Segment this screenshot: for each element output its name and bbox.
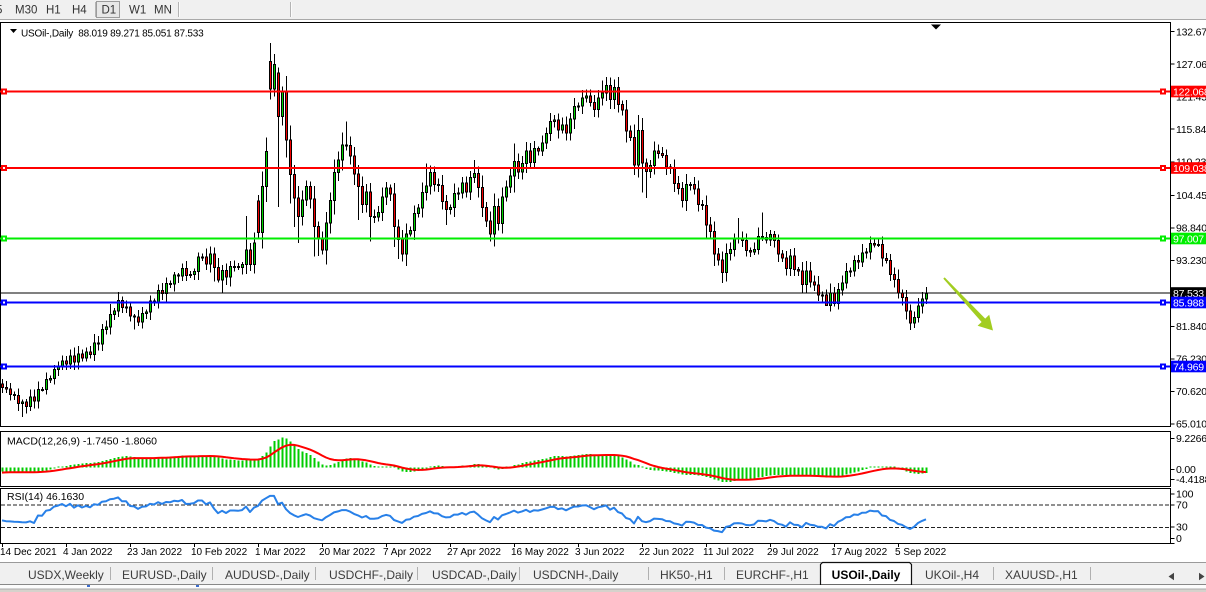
svg-text:0: 0 [1176,533,1182,545]
svg-text:9.2266: 9.2266 [1176,433,1206,445]
svg-text:MN: MN [154,5,172,17]
svg-text:10 Feb 2022: 10 Feb 2022 [191,547,248,558]
svg-text:81.840: 81.840 [1176,321,1206,333]
svg-text:5: 5 [0,5,2,17]
svg-text:70.620: 70.620 [1176,386,1206,398]
svg-text:98.840: 98.840 [1176,223,1206,235]
svg-text:132.670: 132.670 [1176,26,1206,38]
svg-text:UKOil-,H4: UKOil-,H4 [925,568,979,582]
svg-text:USDX,Weekly: USDX,Weekly [28,568,104,582]
svg-text:93.230: 93.230 [1176,255,1206,267]
svg-text:W1: W1 [129,5,146,17]
svg-text:1 Mar 2022: 1 Mar 2022 [255,547,306,558]
svg-text:22 Jun 2022: 22 Jun 2022 [639,547,694,558]
svg-text:0.00: 0.00 [1176,464,1196,476]
svg-text:USOil-,Daily 88.019 89.271 85: USOil-,Daily 88.019 89.271 85.051 87.533 [21,29,204,40]
svg-text:AUDUSD-,Daily: AUDUSD-,Daily [225,568,310,582]
svg-text:H4: H4 [72,5,87,17]
svg-text:4 Jan 2022: 4 Jan 2022 [63,547,113,558]
svg-text:D1: D1 [102,5,117,17]
svg-text:11 Jul 2022: 11 Jul 2022 [703,547,754,558]
svg-text:23 Jan 2022: 23 Jan 2022 [127,547,182,558]
svg-text:109.038: 109.038 [1173,163,1206,175]
svg-text:-4.4188: -4.4188 [1176,474,1206,486]
svg-text:127.060: 127.060 [1176,59,1206,71]
svg-text:USDCNH-,Daily: USDCNH-,Daily [533,568,618,582]
svg-text:USDCHF-,Daily: USDCHF-,Daily [329,568,413,582]
svg-text:14 Dec 2021: 14 Dec 2021 [0,547,57,558]
svg-text:122.068: 122.068 [1173,86,1206,98]
svg-text:3 Jun 2022: 3 Jun 2022 [575,547,625,558]
svg-text:XAUUSD-,H1: XAUUSD-,H1 [1005,568,1078,582]
svg-text:70: 70 [1176,500,1188,512]
svg-text:104.450: 104.450 [1176,190,1206,202]
svg-text:65.010: 65.010 [1176,419,1206,431]
svg-text:HK50-,H1: HK50-,H1 [660,568,713,582]
svg-text:74.969: 74.969 [1173,361,1204,373]
svg-text:29 Jul 2022: 29 Jul 2022 [767,547,819,558]
svg-text:85.988: 85.988 [1173,297,1204,309]
svg-text:100: 100 [1176,489,1194,501]
svg-text:17 Aug 2022: 17 Aug 2022 [831,547,888,558]
svg-text:RSI(14) 46.1630: RSI(14) 46.1630 [7,491,84,503]
svg-text:16 May 2022: 16 May 2022 [511,547,569,558]
svg-text:97.007: 97.007 [1173,233,1204,245]
svg-text:7 Apr 2022: 7 Apr 2022 [383,547,432,558]
svg-text:5 Sep 2022: 5 Sep 2022 [895,547,947,558]
svg-text:H1: H1 [46,5,61,17]
svg-text:115.840: 115.840 [1176,124,1206,136]
svg-text:MACD(12,26,9) -1.7450 -1.8060: MACD(12,26,9) -1.7450 -1.8060 [7,436,157,448]
svg-text:27 Apr 2022: 27 Apr 2022 [447,547,501,558]
svg-text:EURCHF-,H1: EURCHF-,H1 [736,568,809,582]
svg-text:30: 30 [1176,522,1188,534]
svg-text:EURUSD-,Daily: EURUSD-,Daily [122,568,207,582]
svg-text:M30: M30 [15,5,37,17]
svg-text:USDCAD-,Daily: USDCAD-,Daily [432,568,517,582]
svg-text:20 Mar 2022: 20 Mar 2022 [319,547,376,558]
svg-text:USOil-,Daily: USOil-,Daily [832,568,901,582]
